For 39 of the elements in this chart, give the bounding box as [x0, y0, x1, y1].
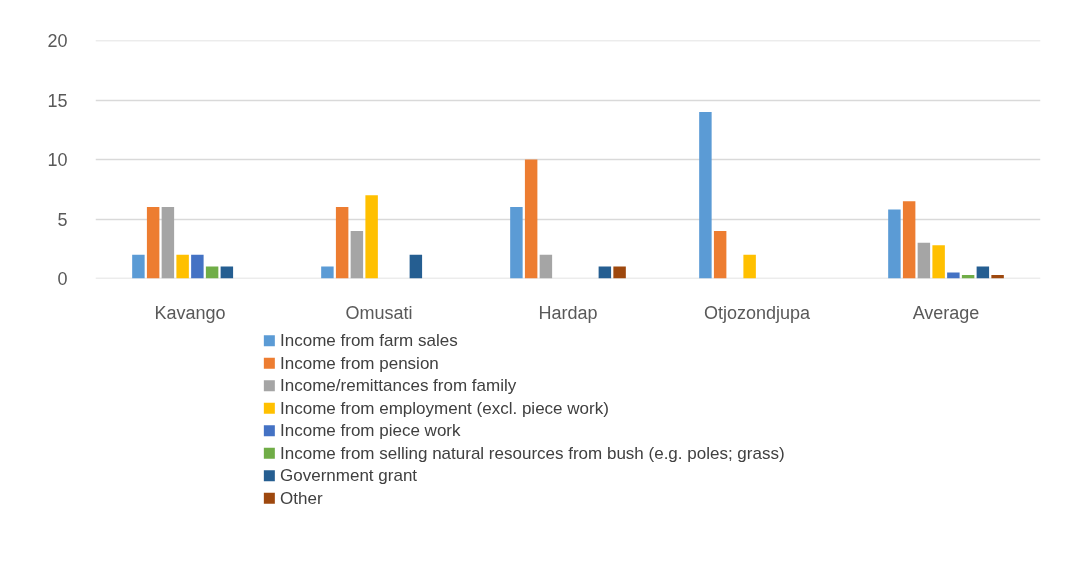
bar — [365, 195, 378, 279]
bar — [743, 254, 756, 279]
bar — [699, 111, 712, 279]
legend-label: Income from pension — [280, 353, 439, 373]
legend-label: Income from employment (excl. piece work) — [280, 398, 609, 418]
x-tick-label: Hardap — [538, 302, 598, 323]
bar — [350, 230, 364, 279]
x-tick-label: Omusati — [345, 302, 413, 323]
legend-label: Income/remittances from family — [280, 376, 517, 396]
x-tick-label: Average — [912, 302, 980, 323]
bar — [917, 242, 931, 279]
bar — [146, 207, 160, 279]
y-tick-label: 5 — [57, 209, 68, 230]
bar — [321, 266, 334, 279]
x-tick-label: Otjozondjupa — [703, 302, 812, 323]
legend-label: Government grant — [280, 466, 418, 486]
legend-label: Other — [280, 488, 323, 508]
legend-label: Income from selling natural resources from bush (e.g. poles; grass) — [280, 443, 785, 463]
legend-label: Income from piece work — [280, 421, 461, 441]
bar — [539, 254, 553, 279]
bar — [524, 159, 538, 279]
bar — [713, 230, 727, 279]
y-tick-label: 20 — [47, 31, 68, 51]
legend-label: Income from farm sales — [280, 331, 458, 351]
bar — [409, 254, 423, 279]
bar — [902, 201, 916, 279]
bar — [161, 207, 175, 279]
bar — [132, 254, 145, 279]
y-tick-label: 0 — [57, 269, 68, 289]
bar — [191, 254, 204, 279]
bar — [613, 266, 626, 279]
y-tick-label: 15 — [47, 90, 68, 111]
bar — [888, 209, 901, 279]
bar — [176, 254, 189, 279]
bar — [510, 207, 523, 279]
x-tick-label: Kavango — [154, 302, 226, 323]
bar — [335, 207, 349, 279]
y-tick-label: 10 — [47, 150, 68, 170]
bar — [932, 245, 945, 279]
